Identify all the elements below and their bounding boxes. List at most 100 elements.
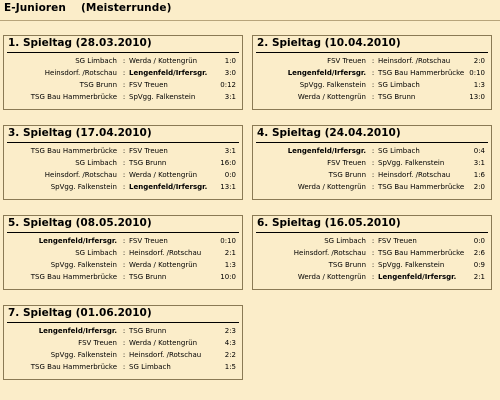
away-team: SpVgg. Falkenstein [378, 159, 445, 167]
away-team: FSV Treuen [129, 237, 168, 245]
match-row: Werda / Kottengrün: TSG Brunn 13:0 [253, 91, 491, 103]
away-team: Werda / Kottengrün [129, 339, 198, 347]
match-row: Heinsdorf. /Rotschau: TSG Bau Hammerbrück… [253, 247, 491, 259]
home-team: Werda / Kottengrün [297, 93, 366, 101]
match-score: 0:4 [473, 147, 485, 155]
match-score: 2:6 [473, 249, 485, 257]
match-row: SG Limbach: Werda / Kottengrün 1:0 [4, 55, 242, 67]
match-row: SpVgg. Falkenstein: Heinsdorf. /Rotschau 2… [4, 349, 242, 361]
home-team: TSG Bau Hammerbrücke [30, 363, 117, 371]
spieltag-title: 4. Spieltag (24.04.2010) [257, 127, 401, 139]
away-team: TSG Brunn [129, 159, 167, 167]
match-row: SpVgg. Falkenstein: SG Limbach 1:3 [253, 79, 491, 91]
match-score: 2:2 [224, 351, 236, 359]
away-team: Heinsdorf. /Rotschau [129, 249, 202, 257]
match-row: Heinsdorf. /Rotschau: Werda / Kottengrün 0… [4, 169, 242, 181]
away-team: Heinsdorf. /Rotschau [129, 351, 202, 359]
match-row: Lengenfeld/Irfersgr.: FSV Treuen 0:10 [4, 235, 242, 247]
match-list: Lengenfeld/Irfersgr.: SG Limbach 0:4 FSV Tr… [253, 145, 491, 193]
match-list: SG Limbach: Werda / Kottengrün 1:0 Heinsdor… [4, 55, 242, 103]
spieltag-card: 7. Spieltag (01.06.2010) Lengenfeld/Irfer… [3, 305, 243, 380]
match-score: 4:3 [224, 339, 236, 347]
home-team: Heinsdorf. /Rotschau [44, 69, 117, 77]
match-list: Lengenfeld/Irfersgr.: TSG Brunn 2:3 FSV Tre… [4, 325, 242, 373]
away-team: Werda / Kottengrün [129, 57, 198, 65]
match-score: 2:0 [473, 183, 485, 191]
match-score: 0:12 [220, 81, 236, 89]
spieltag-divider [256, 142, 488, 143]
team-separator: : [122, 69, 126, 77]
away-team: SpVgg. Falkenstein [378, 261, 445, 269]
team-separator: : [122, 81, 126, 89]
team-separator: : [122, 183, 126, 191]
team-separator: : [371, 81, 375, 89]
home-team: Lengenfeld/Irfersgr. [287, 147, 366, 155]
match-row: Lengenfeld/Irfersgr.: TSG Brunn 2:3 [4, 325, 242, 337]
away-team: TSG Brunn [378, 93, 416, 101]
team-separator: : [371, 183, 375, 191]
match-list: TSG Bau Hammerbrücke: FSV Treuen 3:1 SG Lim… [4, 145, 242, 193]
spieltag-card: 6. Spieltag (16.05.2010) SG Limbach: FSV T… [252, 215, 492, 290]
spieltag-divider [256, 52, 488, 53]
away-team: FSV Treuen [129, 81, 168, 89]
away-team: SG Limbach [378, 147, 420, 155]
home-team: TSG Bau Hammerbrücke [30, 273, 117, 281]
away-team: SG Limbach [129, 363, 171, 371]
team-separator: : [122, 363, 126, 371]
spieltag-title: 1. Spieltag (28.03.2010) [8, 37, 152, 49]
away-team: Werda / Kottengrün [129, 171, 198, 179]
away-team: SpVgg. Falkenstein [129, 93, 196, 101]
match-score: 10:0 [220, 273, 236, 281]
match-score: 2:0 [473, 57, 485, 65]
home-team: Lengenfeld/Irfersgr. [38, 237, 117, 245]
match-score: 2:1 [473, 273, 485, 281]
home-team: SpVgg. Falkenstein [299, 81, 366, 89]
team-separator: : [371, 93, 375, 101]
spieltag-card: 3. Spieltag (17.04.2010) TSG Bau Hammerbr… [3, 125, 243, 200]
team-separator: : [122, 261, 126, 269]
match-score: 1:3 [224, 261, 236, 269]
home-team: TSG Brunn [328, 261, 366, 269]
team-separator: : [122, 273, 126, 281]
match-list: FSV Treuen: Heinsdorf. /Rotschau 2:0 Lengen… [253, 55, 491, 103]
away-team: Heinsdorf. /Rotschau [378, 57, 451, 65]
spieltag-divider [256, 232, 488, 233]
match-row: TSG Brunn: SpVgg. Falkenstein 0:9 [253, 259, 491, 271]
match-score: 1:3 [473, 81, 485, 89]
match-row: SG Limbach: TSG Brunn 16:0 [4, 157, 242, 169]
match-row: Werda / Kottengrün: Lengenfeld/Irfersgr. 2… [253, 271, 491, 283]
match-row: Lengenfeld/Irfersgr.: TSG Bau Hammerbrück… [253, 67, 491, 79]
match-score: 13:0 [469, 93, 485, 101]
away-team: Werda / Kottengrün [129, 261, 198, 269]
team-separator: : [371, 237, 375, 245]
match-row: FSV Treuen: SpVgg. Falkenstein 3:1 [253, 157, 491, 169]
team-separator: : [122, 249, 126, 257]
match-score: 2:3 [224, 327, 236, 335]
home-team: FSV Treuen [78, 339, 117, 347]
home-team: Werda / Kottengrün [297, 273, 366, 281]
home-team: Heinsdorf. /Rotschau [44, 171, 117, 179]
match-row: SpVgg. Falkenstein: Werda / Kottengrün 1:3 [4, 259, 242, 271]
match-score: 3:0 [224, 69, 236, 77]
home-team: SG Limbach [324, 237, 366, 245]
match-score: 0:0 [224, 171, 236, 179]
title-divider [0, 20, 500, 21]
team-separator: : [371, 57, 375, 65]
spieltag-card: 5. Spieltag (08.05.2010) Lengenfeld/Irfer… [3, 215, 243, 290]
team-separator: : [371, 69, 375, 77]
away-team: TSG Bau Hammerbrücke [378, 183, 465, 191]
match-score: 1:0 [224, 57, 236, 65]
match-row: Heinsdorf. /Rotschau: Lengenfeld/Irfersgr… [4, 67, 242, 79]
match-row: Werda / Kottengrün: TSG Bau Hammerbrücke 2… [253, 181, 491, 193]
team-separator: : [122, 147, 126, 155]
spieltag-divider [7, 322, 239, 323]
home-team: SG Limbach [75, 249, 117, 257]
home-team: Werda / Kottengrün [297, 183, 366, 191]
away-team: FSV Treuen [378, 237, 417, 245]
away-team: TSG Brunn [129, 273, 167, 281]
match-score: 3:1 [224, 93, 236, 101]
match-row: Lengenfeld/Irfersgr.: SG Limbach 0:4 [253, 145, 491, 157]
team-separator: : [371, 261, 375, 269]
home-team: SpVgg. Falkenstein [50, 351, 117, 359]
away-team: Lengenfeld/Irfersgr. [129, 69, 208, 77]
